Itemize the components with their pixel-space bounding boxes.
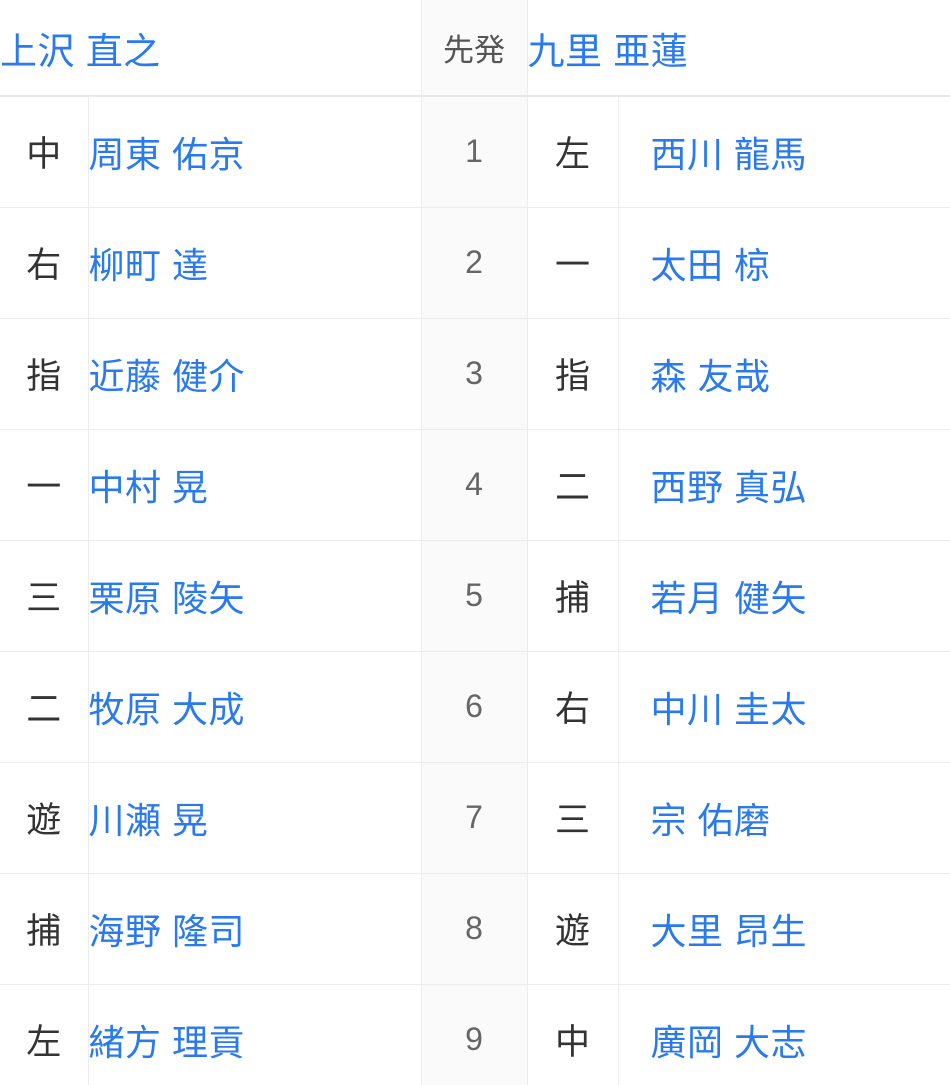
left-position-7: 遊 <box>0 762 88 874</box>
left-position-9: 左 <box>0 984 88 1085</box>
batting-order-3: 3 <box>420 318 528 430</box>
right-position-7: 三 <box>527 762 618 874</box>
table-row: 二牧原 大成 6 右中川 圭太 <box>0 651 950 763</box>
right-player-3[interactable]: 森 友哉 <box>617 318 950 430</box>
left-position-1: 中 <box>0 96 88 208</box>
right-position-3: 指 <box>527 318 618 430</box>
home-starting-pitcher[interactable]: 上沢 直之 <box>0 0 421 97</box>
batting-order-1: 1 <box>420 96 528 208</box>
batting-order-7: 7 <box>420 762 528 874</box>
starting-pitchers-row: 上沢 直之 先発 九里 亜蓮 <box>0 0 950 97</box>
left-player-8[interactable]: 海野 隆司 <box>87 873 421 985</box>
right-position-5: 捕 <box>527 540 618 652</box>
batting-order-6: 6 <box>420 651 528 763</box>
table-row: 一中村 晃 4 二西野 真弘 <box>0 429 950 541</box>
left-position-8: 捕 <box>0 873 88 985</box>
batting-order-9: 9 <box>420 984 528 1085</box>
right-player-9[interactable]: 廣岡 大志 <box>617 984 950 1085</box>
right-position-1: 左 <box>527 96 618 208</box>
right-player-7[interactable]: 宗 佑磨 <box>617 762 950 874</box>
right-player-5[interactable]: 若月 健矢 <box>617 540 950 652</box>
left-position-2: 右 <box>0 207 88 319</box>
right-position-4: 二 <box>527 429 618 541</box>
left-player-6[interactable]: 牧原 大成 <box>87 651 421 763</box>
left-player-3[interactable]: 近藤 健介 <box>87 318 421 430</box>
table-row: 三栗原 陵矢 5 捕若月 健矢 <box>0 540 950 652</box>
left-position-3: 指 <box>0 318 88 430</box>
right-player-2[interactable]: 太田 椋 <box>617 207 950 319</box>
left-position-6: 二 <box>0 651 88 763</box>
left-player-7[interactable]: 川瀬 晃 <box>87 762 421 874</box>
batting-order-2: 2 <box>420 207 528 319</box>
away-starting-pitcher[interactable]: 九里 亜蓮 <box>527 0 950 97</box>
left-player-9[interactable]: 緒方 理貢 <box>87 984 421 1085</box>
left-player-5[interactable]: 栗原 陵矢 <box>87 540 421 652</box>
batting-order-5: 5 <box>420 540 528 652</box>
table-row: 中周東 佑京 1 左西川 龍馬 <box>0 96 950 208</box>
table-row: 右柳町 達 2 一太田 椋 <box>0 207 950 319</box>
right-position-2: 一 <box>527 207 618 319</box>
right-player-8[interactable]: 大里 昂生 <box>617 873 950 985</box>
left-player-2[interactable]: 柳町 達 <box>87 207 421 319</box>
right-position-6: 右 <box>527 651 618 763</box>
batting-order-4: 4 <box>420 429 528 541</box>
right-player-4[interactable]: 西野 真弘 <box>617 429 950 541</box>
right-position-8: 遊 <box>527 873 618 985</box>
left-player-1[interactable]: 周東 佑京 <box>87 96 421 208</box>
left-position-5: 三 <box>0 540 88 652</box>
table-row: 左緒方 理貢 9 中廣岡 大志 <box>0 984 950 1085</box>
table-row: 指近藤 健介 3 指森 友哉 <box>0 318 950 430</box>
table-row: 捕海野 隆司 8 遊大里 昂生 <box>0 873 950 985</box>
order-column-header: 先発 <box>420 0 528 97</box>
left-player-4[interactable]: 中村 晃 <box>87 429 421 541</box>
right-player-6[interactable]: 中川 圭太 <box>617 651 950 763</box>
right-position-9: 中 <box>527 984 618 1085</box>
batting-order-8: 8 <box>420 873 528 985</box>
right-player-1[interactable]: 西川 龍馬 <box>617 96 950 208</box>
left-position-4: 一 <box>0 429 88 541</box>
